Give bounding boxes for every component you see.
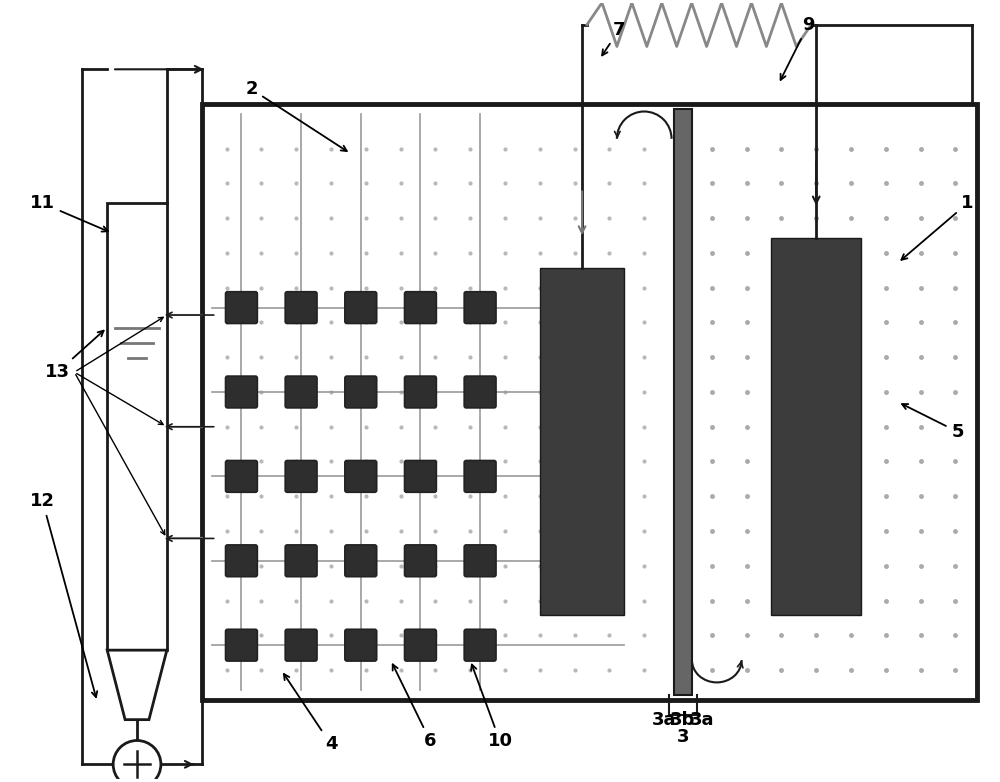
Bar (692, 109, 972, 695)
Text: 10: 10 (471, 665, 512, 751)
FancyBboxPatch shape (226, 630, 257, 661)
Text: 4: 4 (284, 674, 337, 754)
FancyBboxPatch shape (345, 376, 377, 408)
FancyBboxPatch shape (405, 461, 436, 493)
Text: 9: 9 (781, 16, 815, 80)
FancyBboxPatch shape (464, 461, 496, 493)
Text: 5: 5 (902, 404, 964, 441)
FancyBboxPatch shape (285, 292, 317, 324)
FancyBboxPatch shape (285, 545, 317, 576)
Text: 12: 12 (30, 492, 97, 697)
Text: 11: 11 (30, 195, 108, 231)
FancyBboxPatch shape (285, 630, 317, 661)
FancyBboxPatch shape (464, 630, 496, 661)
Text: 13: 13 (45, 331, 104, 381)
FancyBboxPatch shape (226, 545, 257, 576)
Text: 3: 3 (677, 727, 689, 745)
FancyBboxPatch shape (464, 376, 496, 408)
FancyBboxPatch shape (345, 292, 377, 324)
Bar (107, 203, 167, 650)
FancyBboxPatch shape (405, 545, 436, 576)
Bar (674, 109, 692, 695)
FancyBboxPatch shape (405, 292, 436, 324)
Bar (202, 104, 977, 700)
Text: 6: 6 (393, 665, 437, 751)
FancyBboxPatch shape (226, 376, 257, 408)
FancyBboxPatch shape (285, 376, 317, 408)
FancyBboxPatch shape (405, 376, 436, 408)
FancyBboxPatch shape (405, 630, 436, 661)
FancyBboxPatch shape (345, 545, 377, 576)
Bar (207, 109, 674, 695)
Text: 7: 7 (602, 20, 626, 56)
FancyBboxPatch shape (226, 461, 257, 493)
Text: 3b: 3b (670, 711, 696, 729)
FancyBboxPatch shape (345, 630, 377, 661)
Bar (540, 268, 624, 615)
Text: 2: 2 (245, 81, 347, 151)
Bar (771, 238, 861, 615)
Text: 3a: 3a (690, 711, 714, 729)
Circle shape (113, 741, 161, 782)
FancyBboxPatch shape (345, 461, 377, 493)
FancyBboxPatch shape (464, 292, 496, 324)
FancyBboxPatch shape (226, 292, 257, 324)
FancyBboxPatch shape (464, 545, 496, 576)
Polygon shape (107, 650, 167, 719)
FancyBboxPatch shape (285, 461, 317, 493)
Text: 1: 1 (901, 195, 974, 260)
Text: 3a: 3a (652, 711, 676, 729)
